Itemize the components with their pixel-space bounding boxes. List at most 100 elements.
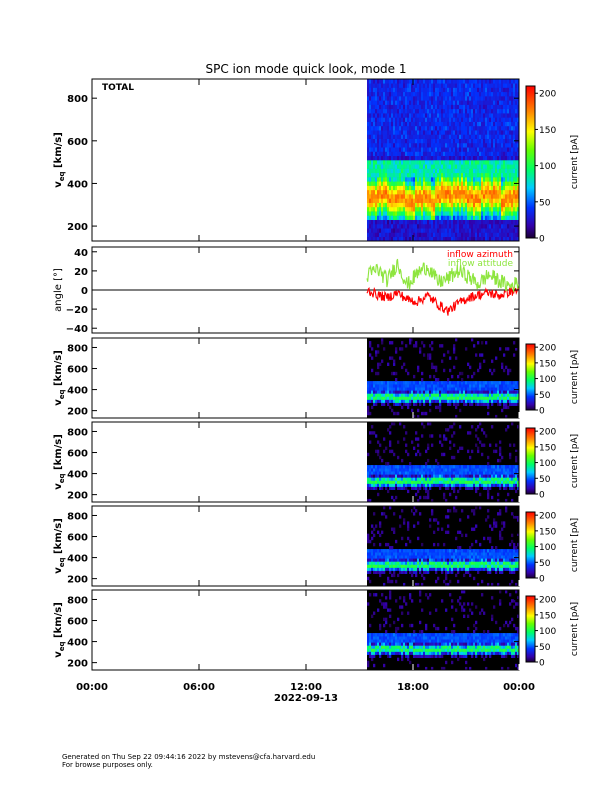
heatmap-cell [465, 468, 468, 472]
heatmap-cell [465, 130, 468, 135]
heatmap-cell [459, 79, 462, 84]
heatmap-cell [437, 181, 440, 186]
heatmap-cell [475, 353, 478, 357]
heatmap-cell [487, 181, 490, 186]
heatmap-cell [515, 202, 518, 208]
heatmap-cell [393, 177, 396, 182]
heatmap-cell [411, 223, 414, 229]
heatmap-cell [445, 198, 448, 203]
heatmap-cell [373, 236, 376, 242]
heatmap-cell [465, 185, 468, 191]
heatmap-cell [455, 164, 458, 169]
heatmap-cell [373, 121, 376, 127]
heatmap-cell [477, 117, 480, 122]
heatmap-cell [467, 113, 470, 118]
heatmap-cell [483, 396, 486, 400]
heatmap-cell [487, 177, 490, 182]
y-tick-label: 400 [67, 386, 88, 397]
heatmap-cell [435, 164, 438, 169]
heatmap-cell [477, 185, 480, 191]
heatmap-cell [431, 164, 434, 169]
heatmap-cell [463, 384, 466, 388]
heatmap-cell [495, 194, 498, 199]
colorbar-tick-label: 100 [539, 459, 556, 469]
heatmap-cell [435, 104, 438, 110]
heatmap-cell [459, 408, 462, 413]
heatmap-cell [407, 223, 410, 229]
heatmap-cell [413, 83, 416, 88]
heatmap-cell [369, 353, 372, 357]
heatmap-cell [389, 177, 392, 182]
heatmap-cell [429, 387, 432, 391]
heatmap-cell [395, 151, 398, 157]
heatmap-cell [411, 396, 414, 400]
heatmap-cell [403, 185, 406, 191]
heatmap-cell [479, 492, 482, 497]
heatmap-cell [375, 142, 378, 148]
heatmap-cell [417, 83, 420, 88]
heatmap-cell [369, 393, 372, 397]
heatmap-cell [461, 471, 464, 475]
heatmap-cell [393, 79, 396, 84]
heatmap-cell [403, 134, 406, 139]
heatmap-cell [439, 552, 442, 556]
heatmap-cell [403, 160, 406, 165]
heatmap-cell [429, 211, 432, 216]
heatmap-cell [477, 96, 480, 101]
heatmap-cell [367, 147, 370, 152]
heatmap-cell [425, 211, 428, 216]
heatmap-cell [415, 125, 418, 131]
heatmap-cell [379, 134, 382, 139]
heatmap-cell [381, 232, 384, 238]
heatmap-cell [411, 477, 414, 481]
heatmap-cell [459, 91, 462, 97]
heatmap-cell [493, 232, 496, 238]
heatmap-cell [469, 181, 472, 186]
heatmap-cell [429, 206, 432, 212]
heatmap-cell [407, 189, 410, 195]
heatmap-cell [387, 130, 390, 135]
heatmap-cell [403, 215, 406, 220]
heatmap-cell [425, 387, 428, 391]
heatmap-cell [459, 236, 462, 242]
heatmap-cell [445, 108, 448, 114]
heatmap-cell [397, 483, 400, 487]
heatmap-cell [419, 151, 422, 157]
heatmap-cell [377, 164, 380, 169]
heatmap-cell [489, 474, 492, 478]
heatmap-cell [513, 117, 516, 122]
heatmap-cell [441, 474, 444, 478]
heatmap-cell [455, 480, 458, 484]
heatmap-cell [467, 130, 470, 135]
heatmap-cell [387, 564, 390, 568]
heatmap-cell [427, 160, 430, 165]
heatmap-cell [513, 125, 516, 131]
heatmap-cell [515, 236, 518, 242]
heatmap-cell [479, 483, 482, 487]
heatmap-cell [449, 468, 452, 472]
heatmap-cell [389, 151, 392, 157]
y-tick-label: 600 [67, 137, 88, 148]
heatmap-cell [397, 381, 400, 385]
heatmap-cell [407, 564, 410, 568]
colorbar-tick-label: 50 [539, 475, 551, 485]
heatmap-cell [369, 172, 372, 178]
heatmap-cell [511, 151, 514, 157]
heatmap-cell [427, 223, 430, 229]
heatmap-cell [419, 100, 422, 105]
heatmap-cell [507, 151, 510, 157]
heatmap-cell [411, 206, 414, 212]
heatmap-cell [451, 83, 454, 88]
heatmap-cell [415, 164, 418, 169]
heatmap-cell [435, 471, 438, 475]
heatmap-cell [399, 83, 402, 88]
heatmap-cell [439, 108, 442, 114]
heatmap-cell [449, 151, 452, 157]
heatmap-cell [477, 172, 480, 178]
heatmap-cell [509, 189, 512, 195]
heatmap-cell [507, 228, 510, 233]
heatmap-cell [481, 477, 484, 481]
heatmap-cell [513, 130, 516, 135]
heatmap-cell [433, 134, 436, 139]
heatmap-cell [505, 117, 508, 122]
